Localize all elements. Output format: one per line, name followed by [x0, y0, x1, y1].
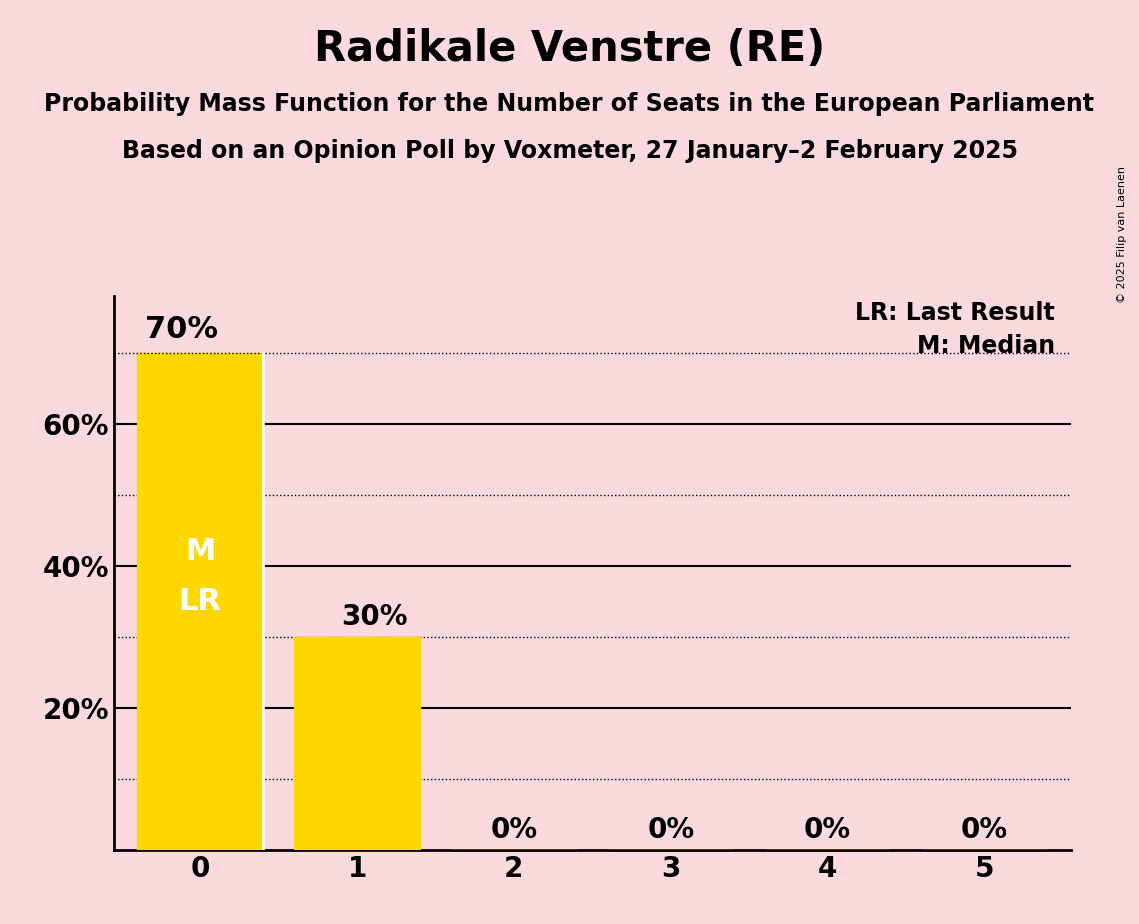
Text: LR: Last Result: LR: Last Result [855, 301, 1055, 325]
Text: Radikale Venstre (RE): Radikale Venstre (RE) [314, 28, 825, 69]
Text: M: M [185, 537, 215, 566]
Text: Based on an Opinion Poll by Voxmeter, 27 January–2 February 2025: Based on an Opinion Poll by Voxmeter, 27… [122, 139, 1017, 163]
Bar [294, 637, 420, 850]
Text: © 2025 Filip van Laenen: © 2025 Filip van Laenen [1117, 166, 1126, 303]
Text: 30%: 30% [342, 603, 408, 631]
Text: 0%: 0% [647, 817, 695, 845]
Text: 70%: 70% [146, 315, 219, 344]
Text: M: Median: M: Median [917, 334, 1055, 358]
Text: Probability Mass Function for the Number of Seats in the European Parliament: Probability Mass Function for the Number… [44, 92, 1095, 116]
Text: 0%: 0% [490, 817, 538, 845]
Text: 0%: 0% [804, 817, 851, 845]
Text: LR: LR [179, 587, 222, 615]
Bar [138, 353, 263, 850]
Text: 0%: 0% [961, 817, 1008, 845]
